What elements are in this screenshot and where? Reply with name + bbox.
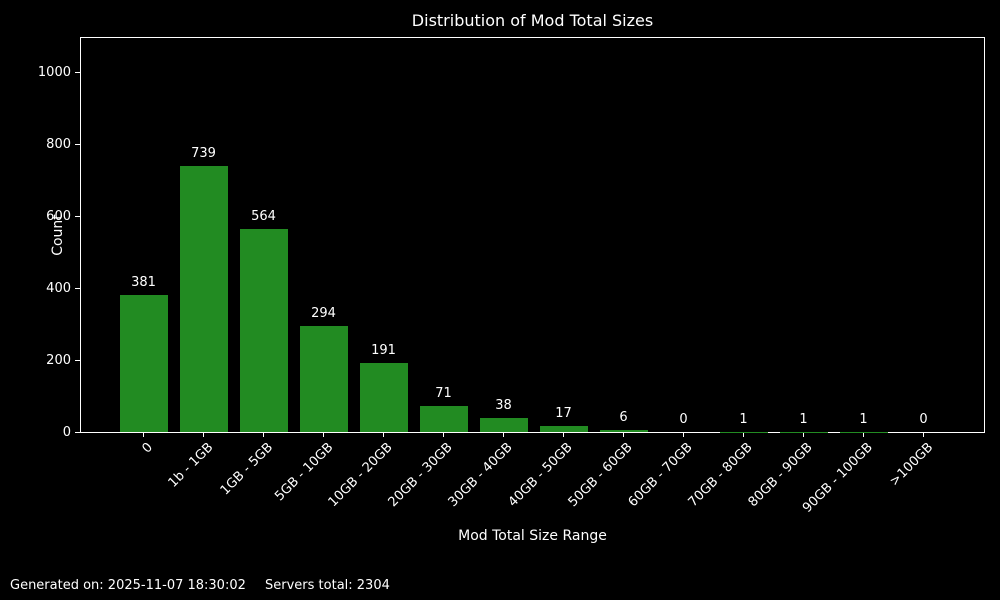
bar-value-label: 17 <box>555 405 572 421</box>
x-tick <box>743 433 744 437</box>
y-tick-label-200: 200 <box>46 352 71 368</box>
y-tick <box>75 144 80 145</box>
bar-value-label: 71 <box>435 386 452 402</box>
y-tick-label-400: 400 <box>46 280 71 296</box>
bar-value-label: 1 <box>859 411 868 427</box>
y-tick-label-1000: 1000 <box>37 64 71 80</box>
bar-value-label: 1 <box>799 411 808 427</box>
bar-value-label: 0 <box>679 412 688 427</box>
bar-value-label: 564 <box>251 208 276 224</box>
bar-1b - 1GB <box>179 165 228 432</box>
bar-30GB - 40GB <box>479 418 528 432</box>
bar-value-label: 0 <box>919 412 928 427</box>
servers-total: Servers total: 2304 <box>265 578 390 593</box>
x-tick <box>923 433 924 437</box>
bar-value-label: 38 <box>495 398 512 414</box>
bar-50GB - 60GB <box>599 429 648 432</box>
y-tick <box>75 288 80 289</box>
y-tick <box>75 72 80 73</box>
bar-value-label: 739 <box>191 145 216 161</box>
bar-value-label: 1 <box>739 411 748 427</box>
x-tick <box>143 433 144 437</box>
bar-value-label: 191 <box>371 343 396 359</box>
x-tick <box>263 433 264 437</box>
y-tick <box>75 360 80 361</box>
y-tick-label-0: 0 <box>62 424 71 440</box>
y-tick-label-800: 800 <box>46 136 71 152</box>
bar-20GB - 30GB <box>419 406 468 432</box>
y-tick <box>75 216 80 217</box>
bar-5GB - 10GB <box>299 326 348 432</box>
x-axis-label: Mod Total Size Range <box>458 528 607 544</box>
bar-value-label: 381 <box>131 274 156 290</box>
bar-0 <box>119 294 168 432</box>
x-tick <box>443 433 444 437</box>
bar-40GB - 50GB <box>539 425 588 432</box>
x-tick <box>503 433 504 437</box>
y-tick-label-600: 600 <box>46 208 71 224</box>
bar-value-label: 6 <box>619 409 628 425</box>
bar-10GB - 20GB <box>359 363 408 432</box>
x-tick <box>203 433 204 437</box>
x-tick <box>863 433 864 437</box>
generated-timestamp: Generated on: 2025-11-07 18:30:02 <box>10 578 246 593</box>
chart-title: Distribution of Mod Total Sizes <box>411 11 654 30</box>
y-tick <box>75 432 80 433</box>
x-tick <box>623 433 624 437</box>
bar-value-label: 294 <box>311 306 336 322</box>
x-tick <box>683 433 684 437</box>
plot-area: 381 739 564 294 191 71 38 17 6 0 1 1 1 0 <box>80 37 985 433</box>
x-tick <box>383 433 384 437</box>
x-tick <box>803 433 804 437</box>
x-tick <box>323 433 324 437</box>
x-tick <box>563 433 564 437</box>
bar-1GB - 5GB <box>239 228 288 432</box>
footer: Generated on: 2025-11-07 18:30:02 Server… <box>10 578 390 593</box>
